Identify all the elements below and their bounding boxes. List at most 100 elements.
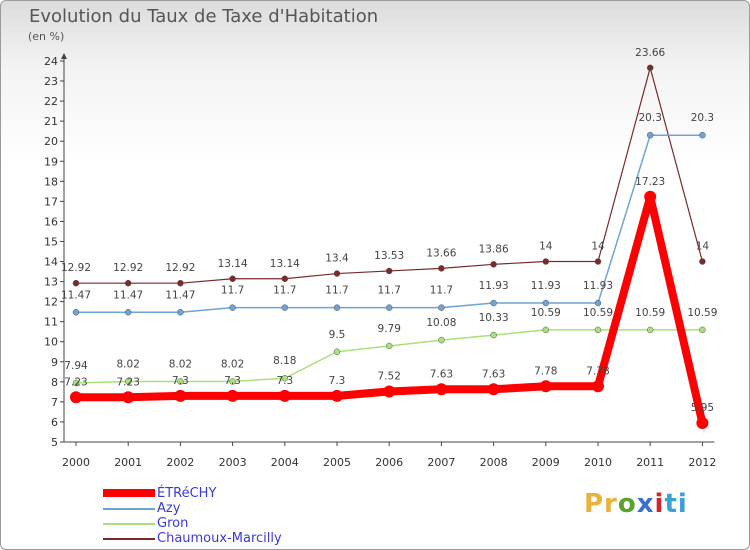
- legend-swatch-gron: [103, 523, 155, 525]
- data-label: 9.5: [329, 329, 346, 341]
- data-point: [385, 342, 393, 350]
- data-point: [435, 383, 448, 396]
- y-tick-label: 23: [44, 75, 58, 88]
- data-point: [333, 348, 341, 356]
- data-point: [646, 326, 654, 334]
- data-label: 7.78: [586, 365, 609, 377]
- data-point: [542, 299, 550, 307]
- data-label: 10.59: [687, 307, 717, 319]
- chart-title: Evolution du Taux de Taxe d'Habitation: [29, 6, 379, 27]
- data-label: 12.92: [113, 262, 143, 274]
- y-tick-label: 21: [44, 115, 58, 128]
- data-point: [383, 385, 396, 398]
- data-label: 10.33: [479, 312, 509, 324]
- x-tick-label: 2002: [166, 456, 194, 469]
- data-label: 7.23: [64, 376, 87, 388]
- data-point: [70, 391, 82, 404]
- x-tick-label: 2009: [532, 456, 560, 469]
- y-tick-label: 12: [44, 296, 58, 309]
- logo-part: x: [636, 489, 655, 519]
- data-point: [594, 326, 602, 334]
- data-label: 7.3: [224, 375, 241, 387]
- data-point: [226, 389, 239, 402]
- logo-part: i: [654, 489, 665, 519]
- data-label: 11.7: [430, 285, 453, 297]
- data-label: 8.02: [117, 358, 140, 370]
- data-label: 11.93: [531, 280, 561, 292]
- data-point: [646, 131, 654, 139]
- logo-part: o: [617, 489, 637, 519]
- data-label: 11.7: [273, 285, 296, 297]
- y-tick-label: 16: [44, 215, 58, 228]
- data-point: [229, 304, 236, 311]
- data-point: [594, 299, 602, 307]
- data-label: 12.92: [165, 262, 195, 274]
- data-label: 10.59: [583, 307, 613, 319]
- x-tick-label: 2001: [114, 456, 142, 469]
- x-tick-label: 2003: [219, 456, 247, 469]
- data-point: [124, 309, 132, 316]
- proxiti-logo: Proxiti: [584, 489, 688, 519]
- legend-swatch-azy: [103, 508, 155, 510]
- legend-label-chaumoux-marcilly: Chaumoux-Marcilly: [157, 531, 282, 546]
- y-tick-label: 6: [51, 416, 58, 429]
- data-label: 11.7: [221, 285, 244, 297]
- x-tick-label: 2006: [375, 456, 403, 469]
- data-point: [592, 380, 604, 393]
- y-tick-label: 10: [44, 336, 58, 349]
- legend-label-etrechy: ÉTRéCHY: [157, 486, 217, 501]
- data-point: [333, 304, 341, 311]
- data-point: [177, 279, 184, 287]
- data-label: 11.7: [378, 285, 401, 297]
- data-point: [281, 304, 289, 311]
- data-label: 7.52: [378, 370, 401, 382]
- data-point: [122, 391, 135, 404]
- data-point: [124, 279, 132, 287]
- legend-swatch-chaumoux-marcilly: [103, 538, 155, 540]
- data-point: [539, 380, 552, 393]
- data-point: [438, 336, 445, 344]
- data-point: [72, 279, 80, 287]
- y-tick-label: 20: [44, 135, 58, 148]
- data-point: [542, 326, 550, 334]
- x-tick-label: 2005: [323, 456, 351, 469]
- data-point: [490, 261, 497, 268]
- data-label: 7.3: [276, 375, 293, 387]
- data-label: 13.14: [270, 258, 300, 270]
- y-tick-label: 9: [51, 356, 58, 369]
- data-label: 11.93: [479, 280, 509, 292]
- data-point: [385, 267, 393, 275]
- data-point: [333, 270, 341, 277]
- data-label: 11.47: [113, 289, 143, 301]
- data-point: [124, 378, 132, 385]
- data-label: 13.53: [374, 250, 404, 262]
- y-tick-label: 19: [44, 155, 58, 168]
- logo-part: ti: [664, 489, 688, 519]
- data-label: 17.23: [635, 176, 665, 188]
- data-label: 7.94: [64, 360, 88, 372]
- data-label: 7.3: [172, 375, 189, 387]
- data-label: 10.59: [635, 307, 665, 319]
- y-tick-label: 18: [44, 175, 58, 188]
- y-tick-label: 17: [44, 195, 58, 208]
- data-point: [646, 64, 654, 72]
- data-point: [696, 416, 709, 429]
- data-label: 23.66: [635, 47, 665, 59]
- data-point: [542, 258, 550, 265]
- y-axis-arrow: [61, 53, 67, 59]
- x-tick-label: 2011: [636, 456, 664, 469]
- y-tick-label: 24: [44, 55, 58, 68]
- data-label: 14: [591, 241, 605, 253]
- data-label: 13.4: [325, 253, 349, 265]
- data-label: 10.59: [531, 307, 561, 319]
- y-tick-label: 13: [44, 276, 58, 289]
- data-point: [281, 275, 289, 283]
- data-point: [177, 378, 184, 385]
- x-tick-label: 2007: [427, 456, 455, 469]
- x-tick-label: 2000: [62, 456, 90, 469]
- data-point: [699, 131, 706, 139]
- x-tick-label: 2010: [584, 456, 612, 469]
- data-label: 7.63: [482, 368, 505, 380]
